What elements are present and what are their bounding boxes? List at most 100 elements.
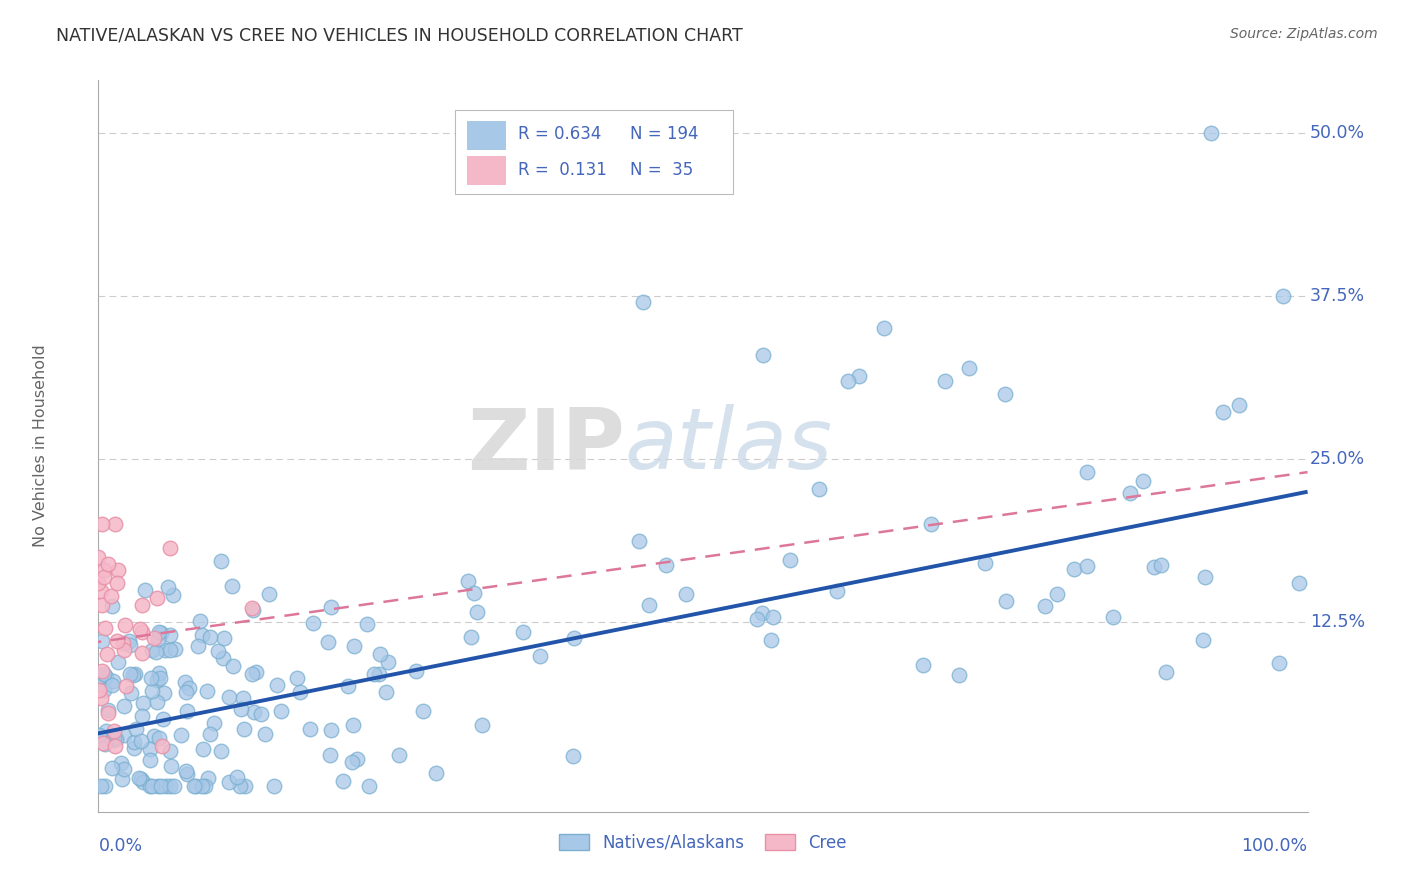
FancyBboxPatch shape — [467, 155, 506, 185]
Point — [159, 779, 181, 793]
Point — [747, 612, 769, 626]
Point — [165, 642, 187, 657]
Point — [132, 775, 155, 789]
Point — [184, 779, 207, 793]
Point — [1063, 562, 1085, 576]
Point — [197, 771, 219, 785]
Point — [107, 563, 129, 577]
Point — [177, 681, 200, 695]
Point — [94, 670, 117, 684]
Point — [249, 707, 271, 722]
Point — [90, 779, 112, 793]
Point — [253, 727, 276, 741]
Point — [110, 756, 132, 771]
Point — [103, 731, 125, 745]
Point — [218, 775, 240, 789]
Point — [779, 552, 801, 566]
Point — [209, 744, 232, 758]
Point — [100, 589, 122, 603]
Point — [974, 556, 997, 570]
Point — [141, 642, 163, 657]
Point — [145, 645, 167, 659]
Point — [229, 702, 252, 716]
Point — [90, 583, 112, 598]
Point — [405, 664, 427, 678]
Point — [221, 579, 243, 593]
Point — [957, 360, 980, 375]
Point — [118, 667, 141, 681]
Point — [87, 576, 110, 591]
Point — [340, 755, 363, 769]
Point — [837, 374, 859, 388]
Point — [122, 735, 145, 749]
Point — [920, 517, 942, 532]
Point — [1076, 559, 1098, 574]
Point — [675, 587, 697, 601]
Point — [388, 747, 411, 762]
Point — [93, 563, 115, 577]
Point — [266, 678, 288, 692]
Point — [638, 598, 661, 612]
Point — [287, 671, 309, 685]
Text: R = 0.634: R = 0.634 — [517, 125, 602, 143]
Point — [148, 624, 170, 639]
Point — [214, 631, 236, 645]
Point — [288, 684, 311, 698]
Point — [104, 739, 127, 754]
Point — [87, 549, 110, 564]
Point — [191, 741, 214, 756]
Point — [101, 733, 124, 747]
Point — [176, 764, 198, 778]
Point — [191, 628, 214, 642]
Point — [512, 624, 534, 639]
Point — [155, 779, 177, 793]
Point — [245, 665, 267, 680]
Point — [97, 703, 120, 717]
Point — [187, 640, 209, 654]
Point — [146, 632, 169, 647]
Text: N =  35: N = 35 — [630, 161, 693, 178]
Point — [148, 666, 170, 681]
Text: 50.0%: 50.0% — [1310, 123, 1365, 142]
Point — [229, 779, 252, 793]
Point — [873, 321, 896, 335]
Text: N = 194: N = 194 — [630, 125, 699, 143]
Point — [243, 705, 266, 719]
Point — [89, 682, 111, 697]
Point — [105, 576, 128, 591]
Point — [87, 728, 110, 742]
Point — [240, 667, 263, 681]
Point — [1033, 599, 1056, 614]
Point — [129, 734, 152, 748]
Text: 12.5%: 12.5% — [1310, 614, 1365, 632]
Point — [146, 779, 169, 793]
Point — [655, 558, 678, 573]
Point — [198, 727, 221, 741]
Point — [132, 696, 155, 710]
Point — [762, 610, 785, 624]
Point — [242, 603, 264, 617]
Point — [1199, 126, 1222, 140]
Point — [1192, 632, 1215, 647]
Point — [233, 722, 256, 736]
Point — [128, 772, 150, 786]
Point — [93, 682, 115, 697]
Text: atlas: atlas — [624, 404, 832, 488]
Point — [157, 580, 180, 594]
Point — [825, 583, 848, 598]
Point — [465, 605, 488, 619]
Point — [994, 386, 1017, 401]
Point — [752, 348, 775, 362]
Point — [100, 761, 122, 775]
Point — [319, 723, 342, 738]
Point — [174, 685, 197, 699]
Point — [218, 690, 240, 704]
Point — [346, 751, 368, 765]
Point — [122, 668, 145, 682]
Point — [176, 767, 198, 781]
Point — [150, 626, 173, 640]
Point — [97, 557, 120, 571]
Point — [1229, 398, 1251, 412]
Point — [103, 723, 125, 738]
Point — [169, 729, 191, 743]
